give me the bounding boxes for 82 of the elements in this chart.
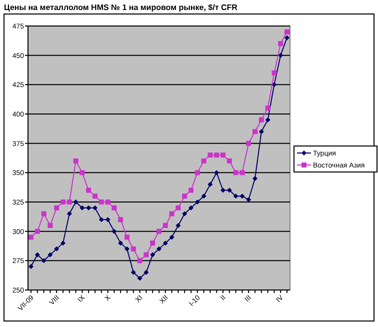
point — [214, 170, 220, 176]
point — [92, 194, 98, 199]
point — [201, 194, 206, 199]
point — [233, 170, 238, 176]
point — [73, 200, 78, 204]
point — [226, 188, 232, 193]
point — [41, 258, 46, 264]
point — [162, 222, 168, 228]
point — [272, 70, 277, 76]
point — [284, 35, 290, 40]
point — [265, 117, 270, 122]
point — [162, 240, 168, 246]
point — [194, 170, 200, 176]
point — [176, 205, 181, 210]
point — [98, 217, 104, 222]
point — [194, 200, 200, 204]
point — [130, 246, 136, 252]
point — [208, 152, 213, 158]
point — [278, 41, 284, 46]
point — [240, 194, 245, 199]
point — [86, 205, 92, 210]
point — [265, 106, 270, 111]
point — [28, 234, 34, 240]
point — [246, 197, 252, 202]
point — [201, 158, 206, 164]
point — [169, 211, 174, 216]
point — [54, 246, 60, 252]
point — [150, 240, 156, 246]
point — [118, 240, 124, 246]
point — [60, 200, 66, 204]
point — [188, 188, 194, 193]
point — [66, 200, 72, 204]
point — [80, 170, 85, 176]
point — [54, 205, 60, 210]
point — [41, 211, 46, 216]
point — [130, 270, 136, 275]
point — [258, 129, 264, 134]
point — [226, 158, 232, 164]
point — [48, 252, 53, 258]
point — [137, 276, 142, 281]
point — [252, 176, 258, 182]
point — [112, 228, 117, 234]
point — [208, 182, 213, 187]
point — [220, 152, 226, 158]
point — [169, 234, 174, 240]
point — [80, 205, 85, 210]
point — [182, 194, 188, 199]
point — [86, 188, 92, 193]
point — [124, 246, 130, 252]
point — [258, 117, 264, 122]
point — [137, 258, 142, 264]
point — [105, 200, 110, 204]
point — [220, 188, 226, 193]
point — [246, 140, 252, 146]
point — [214, 152, 220, 158]
point — [73, 158, 78, 164]
point — [118, 217, 124, 222]
point — [98, 200, 104, 204]
point — [284, 29, 290, 34]
point — [144, 270, 149, 275]
chart-title: Цены на металлолом HMS № 1 на мировом рынке, $/т CFR — [4, 3, 238, 12]
point — [150, 252, 156, 258]
point — [34, 228, 40, 234]
point — [188, 205, 194, 210]
point — [124, 234, 130, 240]
point — [278, 52, 284, 58]
point — [105, 217, 110, 222]
point — [156, 246, 162, 252]
point — [92, 205, 98, 210]
point — [112, 205, 117, 210]
point — [156, 228, 162, 234]
point — [240, 170, 245, 176]
point — [60, 240, 66, 246]
point — [48, 222, 53, 228]
point — [34, 252, 40, 258]
point — [252, 129, 258, 134]
point — [176, 222, 181, 228]
point — [28, 264, 34, 270]
point — [233, 194, 238, 199]
point — [66, 211, 72, 216]
point — [182, 211, 188, 216]
point — [144, 252, 149, 258]
